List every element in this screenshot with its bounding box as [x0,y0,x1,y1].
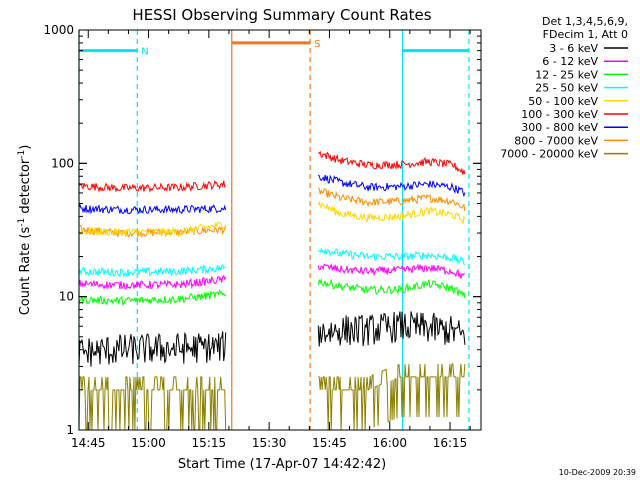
legend-entry-label: 50 - 100 keV [528,95,598,108]
x-tick-label: 16:00 [372,436,407,450]
series-line [78,331,227,367]
y-label-part-1: Count Rate (s [18,227,33,316]
series-line [78,274,227,290]
y-label-part-3: ) [18,145,33,150]
axes-layer: 1 10 100 1000 14:45 15:00 15:15 15:30 15:45 16:00… [43,23,481,450]
y-label-part-2: detector [18,158,33,218]
series-line [317,247,466,266]
chart-title: HESSI Observing Summary Count Rates [132,6,431,24]
series-line [317,174,466,198]
series-line [78,224,227,239]
legend-entry-label: 100 - 300 keV [521,108,598,121]
legend: Det 1,3,4,5,6,9, FDecim 1, Att 0 3 - 6 k… [500,15,628,161]
x-tick-label: 14:45 [71,436,106,450]
series-line [318,363,466,431]
series-line [78,179,227,193]
y-tick-label: 1000 [43,23,74,37]
legend-entry-label: 3 - 6 keV [549,42,598,55]
y-tick-label: 10 [59,290,74,304]
legend-entry-label: 25 - 50 keV [535,82,598,95]
series-line [317,311,466,347]
x-tick-label: 15:15 [192,436,227,450]
legend-header-1: Det 1,3,4,5,6,9, [542,15,628,28]
interval-label-text: S [314,39,320,50]
x-axis-label: Start Time (17-Apr-07 14:42:42) [178,457,386,472]
series-line [317,200,466,224]
x-tick-label: 16:15 [433,436,468,450]
y-label-sup-2: -1 [17,150,27,159]
x-tick-label: 15:30 [252,436,287,450]
interval-label-text: N [141,47,148,58]
series-line [317,277,466,299]
plot-layer: NS [78,30,470,431]
series-line [317,262,466,279]
legend-header-2: FDecim 1, Att 0 [543,28,628,41]
series-line [317,187,466,212]
plot-frame [78,29,482,431]
series-line [78,376,227,431]
y-tick-label: 100 [51,156,74,170]
legend-entry-label: 12 - 25 keV [535,68,598,81]
series-line [78,203,227,215]
y-tick-label: 1 [66,423,74,437]
series-line [317,150,466,175]
series-line [78,221,227,238]
y-axis-label: Count Rate (s-1 detector-1) [17,145,33,316]
x-tick-label: 15:00 [131,436,166,450]
legend-entry-label: 7000 - 20000 keV [500,148,598,161]
y-label-sup-1: -1 [17,218,27,227]
x-tick-label: 15:45 [312,436,347,450]
legend-entry-label: 800 - 7000 keV [514,134,598,147]
legend-entry-label: 300 - 800 keV [521,121,598,134]
legend-entry-label: 6 - 12 keV [542,55,598,68]
series-line [78,288,226,306]
footer-timestamp: 10-Dec-2009 20:39 [559,468,636,477]
series-line [78,263,226,279]
